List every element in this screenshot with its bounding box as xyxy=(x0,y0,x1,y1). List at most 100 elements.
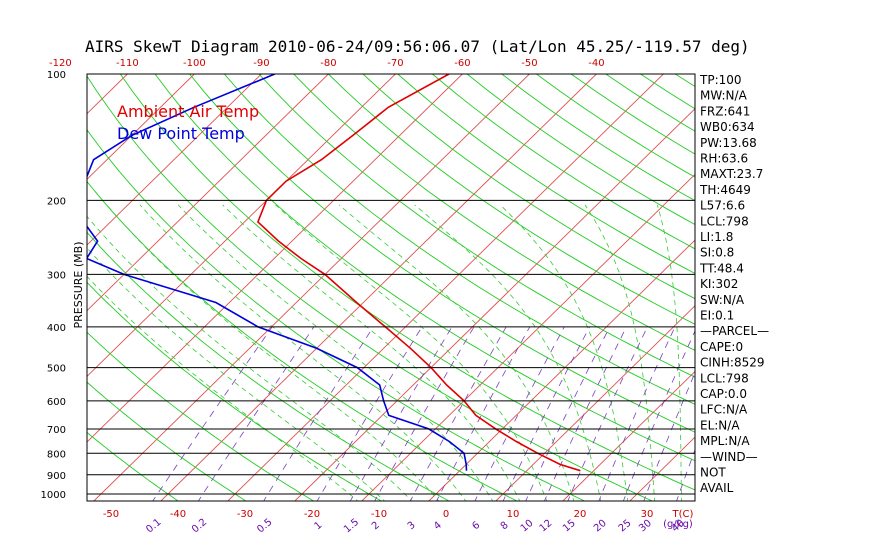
dew-point-line xyxy=(87,74,468,471)
isotherm-line xyxy=(93,74,530,501)
moist-adiabat xyxy=(87,215,413,501)
isotherm-line xyxy=(227,74,664,501)
dry-adiabat xyxy=(87,431,179,501)
bottom-temp-tick-label: 30 xyxy=(641,509,654,520)
legend-dew-point: Dew Point Temp xyxy=(117,124,245,143)
top-temp-tick-label: -110 xyxy=(116,58,139,69)
pressure-tick-label: 200 xyxy=(47,196,66,207)
mixing-ratio-tick-label: 0.2 xyxy=(190,517,209,536)
moist-adiabat xyxy=(87,275,359,501)
index-item: LI:1.8 xyxy=(700,230,733,244)
dry-adiabat xyxy=(328,74,695,325)
pressure-tick-label: 900 xyxy=(47,471,66,482)
moist-adiabat xyxy=(177,204,494,501)
index-item: —WIND— xyxy=(700,450,758,464)
moist-adiabat xyxy=(275,204,548,501)
index-item: MAXT:23.7 xyxy=(700,167,763,181)
isotherm-line xyxy=(87,74,128,115)
index-item: CINH:8529 xyxy=(700,356,765,370)
isotherm-line xyxy=(87,74,329,312)
moist-adiabat xyxy=(338,204,575,501)
index-item: NOT xyxy=(700,466,726,480)
mixing-ratio-line xyxy=(502,326,590,501)
index-item: SI:0.8 xyxy=(700,246,734,260)
top-temp-tick-label: -70 xyxy=(387,58,403,69)
dry-adiabat xyxy=(87,129,586,501)
index-item: CAPE:0 xyxy=(700,340,743,354)
index-item: SW:N/A xyxy=(700,293,745,307)
isotherm-line xyxy=(87,74,195,180)
index-item: TP:100 xyxy=(699,73,742,87)
index-item: L57:6.6 xyxy=(700,199,745,213)
index-item: LFC:N/A xyxy=(700,403,748,417)
isotherm-line xyxy=(831,74,870,501)
mixing-ratio-line xyxy=(349,326,453,501)
mixing-ratio-unit: (g/kg) xyxy=(663,519,693,530)
index-item: MW:N/A xyxy=(700,89,748,103)
mixing-ratio-line xyxy=(263,326,374,501)
mixing-ratio-line xyxy=(316,326,423,501)
moist-adiabat xyxy=(87,247,386,501)
bottom-temp-tick-label: -20 xyxy=(304,509,320,520)
isobar-layer xyxy=(87,199,695,495)
top-temp-tick-label: -80 xyxy=(320,58,336,69)
mixing-ratio-tick-label: 20 xyxy=(592,518,609,535)
isotherm-line xyxy=(87,74,396,377)
mixing-ratio-line xyxy=(525,326,611,501)
mixing-ratio-tick-label: 12 xyxy=(538,518,555,535)
moist-adiabat xyxy=(222,204,521,501)
mixing-ratio-tick-label: 6 xyxy=(470,520,482,533)
pressure-tick-label: 100 xyxy=(47,70,66,81)
top-temp-tick-label: -60 xyxy=(454,58,470,69)
pressure-tick-label: 300 xyxy=(47,270,66,281)
mixing-ratio-tick-label: 0.5 xyxy=(255,517,274,536)
bottom-temp-tick-label: -50 xyxy=(103,509,119,520)
index-item: —PARCEL— xyxy=(700,324,769,338)
air-temp-line xyxy=(256,74,581,472)
legend-air-temp: Ambient Air Temp xyxy=(117,102,259,121)
isotherm-line xyxy=(428,239,695,501)
mixing-ratio-line xyxy=(436,326,531,501)
dry-adiabat xyxy=(87,281,383,501)
moist-adiabat xyxy=(139,204,467,501)
y-axis-label: PRESSURE (MB) xyxy=(72,242,85,329)
dry-adiabat xyxy=(119,74,695,491)
pressure-tick-label: 700 xyxy=(47,425,66,436)
mixing-ratio-line xyxy=(197,326,315,501)
dry-adiabat xyxy=(397,74,695,275)
bottom-temp-tick-label: 0 xyxy=(443,509,449,520)
pressure-tick-label: 400 xyxy=(47,323,66,334)
bottom-temp-tick-label: 10 xyxy=(507,509,520,520)
top-temp-tick-label: -100 xyxy=(183,58,206,69)
index-item: MPL:N/A xyxy=(700,434,750,448)
index-item: EL:N/A xyxy=(700,418,740,432)
moist-adiabat xyxy=(106,204,440,501)
mixing-ratio-tick-label: 3 xyxy=(406,520,418,533)
dry-adiabat xyxy=(87,381,247,501)
dry-adiabat xyxy=(258,74,695,378)
isotherm-line xyxy=(562,370,695,501)
plot-frame xyxy=(86,73,696,502)
pressure-tick-label: 600 xyxy=(47,397,66,408)
mixing-ratio-line xyxy=(409,326,507,501)
moist-adiabat xyxy=(656,204,682,501)
dry-adiabat xyxy=(223,74,695,405)
isotherm-line xyxy=(87,74,262,246)
bottom-temp-tick-label: -30 xyxy=(237,509,253,520)
mixing-ratio-tick-label: 1 xyxy=(313,520,325,533)
series-layer xyxy=(87,74,581,472)
dry-adiabat xyxy=(154,74,695,462)
isotherm-line xyxy=(87,74,463,443)
index-item: CAP:0.0 xyxy=(700,387,747,401)
mixing-ratio-tick-label: 30 xyxy=(637,518,654,535)
mixing-ratio-tick-label: 10 xyxy=(519,518,536,535)
mixing-ratio-tick-label: 8 xyxy=(499,520,511,533)
dry-adiabat xyxy=(189,74,695,433)
top-temp-tick-label: -90 xyxy=(253,58,269,69)
bottom-temp-tick-label: 20 xyxy=(574,509,587,520)
mixing-ratio-line xyxy=(152,326,273,501)
mixing-ratio-tick-label: 4 xyxy=(432,520,444,533)
moist-adiabat xyxy=(414,204,602,501)
